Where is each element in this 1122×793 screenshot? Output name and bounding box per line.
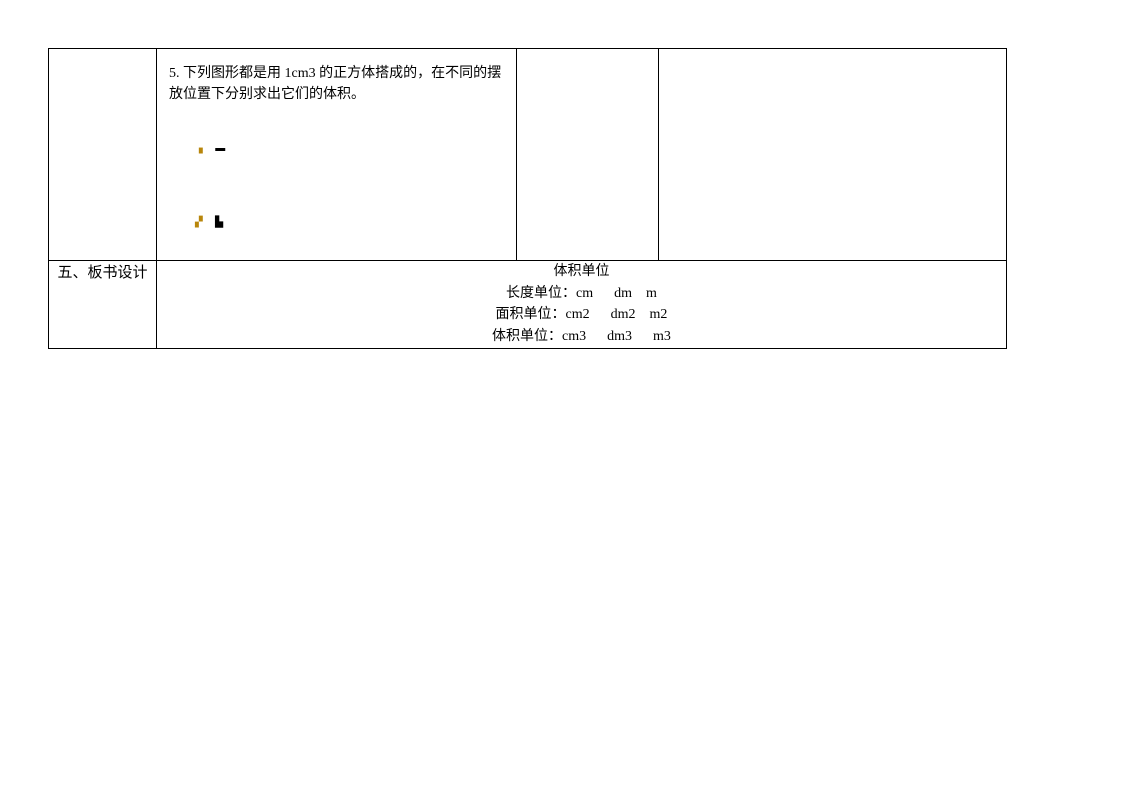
cube-figure-icon: ▞ [195,215,202,230]
area-units-line: 面积单位：cm2 dm2 m2 [157,304,1006,326]
lesson-plan-table: 5. 下列图形都是用 1cm3 的正方体搭成的，在不同的摆放位置下分别求出它们的… [48,48,1007,349]
cell-r1c3 [517,49,659,261]
length-units-line: 长度单位：cm dm m [157,283,1006,305]
cell-r1c1 [49,49,157,261]
board-title: 体积单位 [157,261,1006,283]
cube-figure-icon: ▙ [215,215,222,230]
volume-units-line: 体积单位：cm3 dm3 m3 [157,326,1006,348]
figure-row-2: ▞ ▙ [169,179,504,230]
cube-figure-icon: ▗ [195,141,202,156]
section-label: 五、板书设计 [49,261,157,349]
table-row: 五、板书设计 体积单位 长度单位：cm dm m 面积单位：cm2 dm2 m2… [49,261,1007,349]
figure-row-1: ▗ ▬ [169,105,504,179]
question-block: 5. 下列图形都是用 1cm3 的正方体搭成的，在不同的摆放位置下分别求出它们的… [157,49,516,240]
cell-r1c2: 5. 下列图形都是用 1cm3 的正方体搭成的，在不同的摆放位置下分别求出它们的… [157,49,517,261]
cell-r1c4 [659,49,1007,261]
question-text: 5. 下列图形都是用 1cm3 的正方体搭成的，在不同的摆放位置下分别求出它们的… [169,63,504,105]
cube-figure-icon: ▬ [215,141,224,156]
board-design-cell: 体积单位 长度单位：cm dm m 面积单位：cm2 dm2 m2 体积单位：c… [157,261,1007,349]
table-row: 5. 下列图形都是用 1cm3 的正方体搭成的，在不同的摆放位置下分别求出它们的… [49,49,1007,261]
